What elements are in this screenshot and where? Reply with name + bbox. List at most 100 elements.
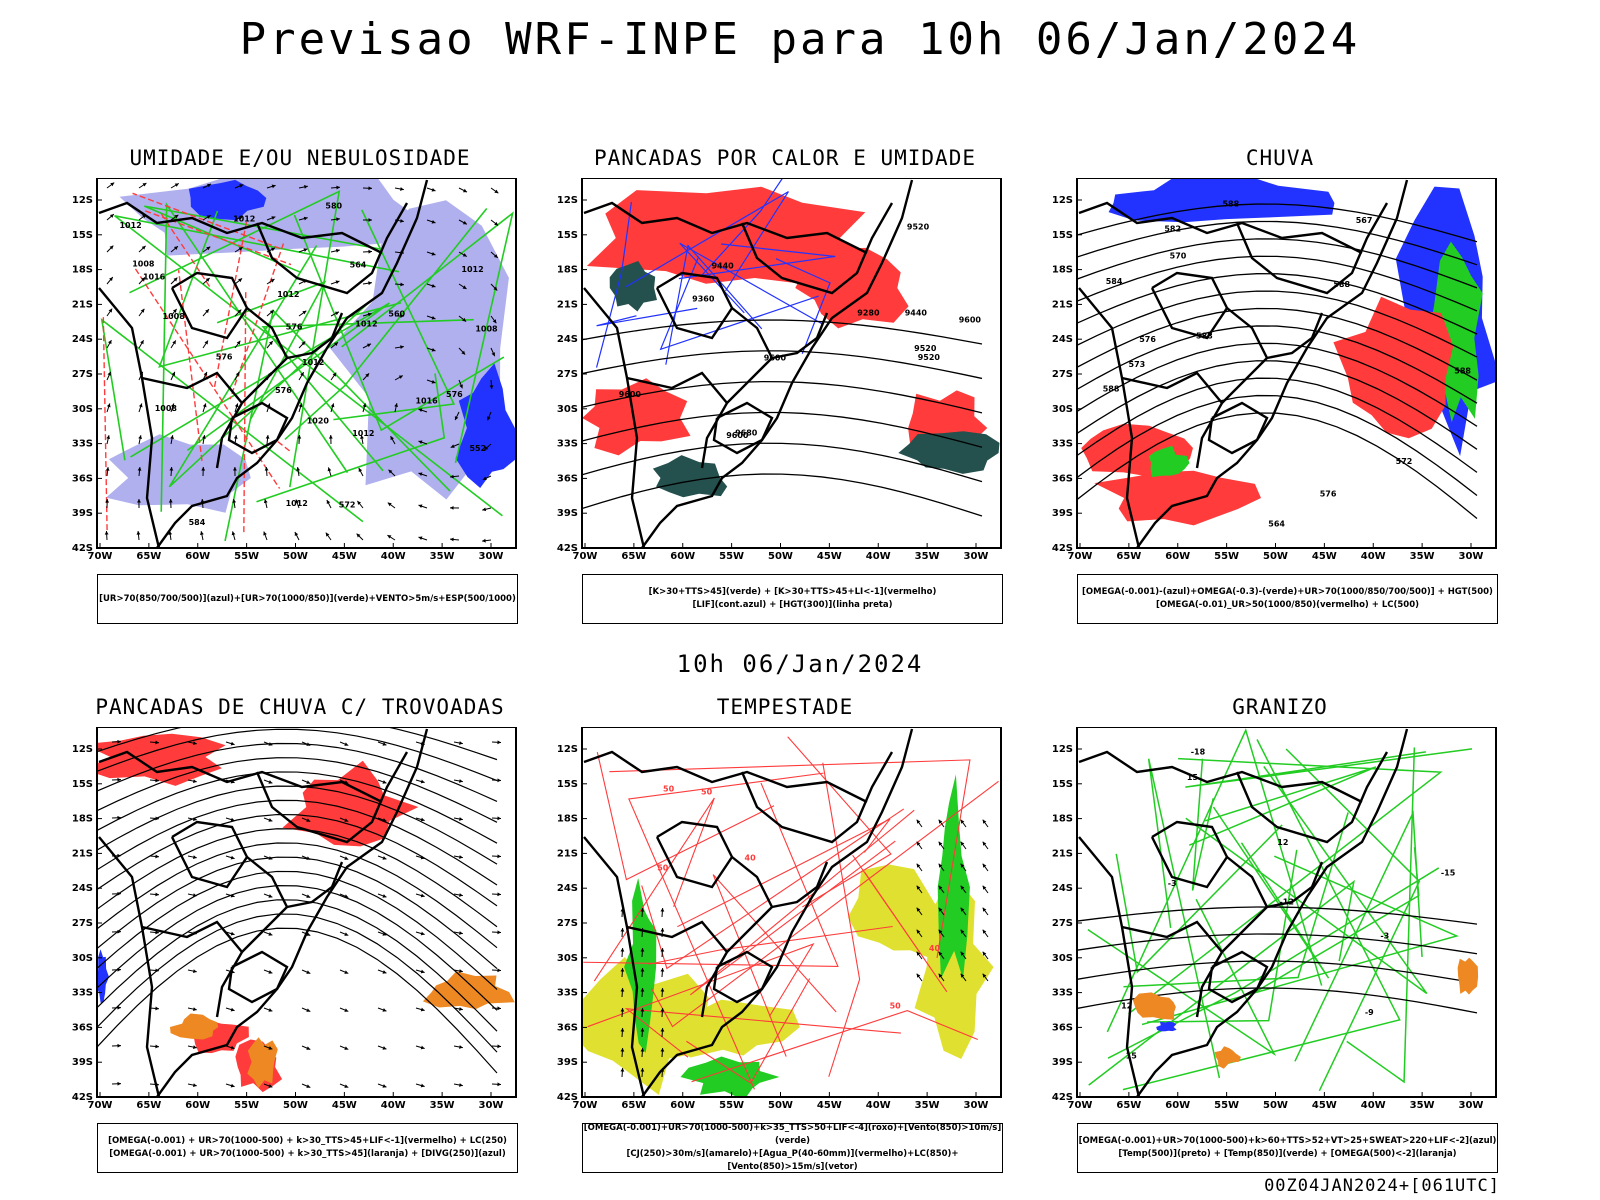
wind-arrowhead <box>268 932 273 936</box>
wind-arrowhead <box>174 183 179 187</box>
wind-arrowhead <box>982 863 987 868</box>
shaded-area <box>282 760 419 847</box>
contour-line <box>1077 220 1478 266</box>
lat-tick-label: 36S <box>557 473 578 484</box>
contour-line <box>582 381 983 414</box>
legend-line: [OMEGA(-0.001) + UR>70(1000-500) + k>30_… <box>108 1136 507 1146</box>
map-tempestade: 50 50 50 40 40 50 12S 15S 18S 21S 24S 27S 30S 33S 36S 3… <box>557 727 1002 1111</box>
wind-arrowhead <box>268 1046 273 1050</box>
lon-tick-label: 65W <box>136 551 161 562</box>
lat-tick-label: 30S <box>557 953 578 964</box>
contour-label: 50 <box>657 864 669 873</box>
contour-line <box>1077 273 1478 335</box>
wind-arrowhead <box>109 245 114 250</box>
legend-line: [UR>70(850/700/500)](azul)+[UR>70(1000/8… <box>99 593 516 604</box>
wind-arrowhead <box>336 185 340 190</box>
contour-label: 12 <box>1277 838 1288 847</box>
contour-line <box>1207 401 1269 455</box>
lat-tick-label: 15S <box>72 779 93 790</box>
wind-arrowhead <box>382 1046 387 1050</box>
contour-line <box>677 818 891 928</box>
wind-arrowhead <box>960 841 965 846</box>
contour-label: 576 <box>1320 489 1337 498</box>
wind-arrowhead <box>366 343 371 348</box>
lon-tick-label: 35W <box>915 1100 940 1111</box>
contour-line <box>587 943 815 1028</box>
contour-line <box>583 750 868 804</box>
contour-line <box>255 751 409 844</box>
wind-arrowhead <box>356 533 361 538</box>
wind-arrowhead <box>459 384 463 389</box>
lat-tick-label: 21S <box>1052 848 1073 859</box>
lat-tick-label: 27S <box>557 369 578 380</box>
contour-line <box>156 728 429 1097</box>
wind-arrowhead <box>232 499 237 503</box>
lon-tick-label: 70W <box>88 551 113 562</box>
wind-arrowhead <box>382 932 387 936</box>
lat-tick-label: 42S <box>1052 1092 1073 1103</box>
wind-arrowhead <box>335 280 340 285</box>
wind-arrowhead <box>192 855 197 859</box>
lat-tick-label: 24S <box>557 334 578 345</box>
lat-tick-label: 39S <box>1052 508 1073 519</box>
wind-arrowhead <box>459 741 463 745</box>
contour-line <box>1235 751 1389 844</box>
wind-arrowhead <box>620 968 625 972</box>
contour-line <box>582 411 983 448</box>
contour-label: 15 <box>1126 1052 1138 1061</box>
wind-arrowhead <box>302 310 307 315</box>
contour-label: 580 <box>325 202 342 211</box>
wind-arrowhead <box>420 1007 425 1012</box>
wind-arrowhead <box>200 531 204 536</box>
wind-arrowhead <box>155 968 159 973</box>
panel-title: PANCADAS POR CALOR E UMIDADE <box>593 146 976 170</box>
wind-arrowhead <box>233 435 238 439</box>
wind-arrowhead <box>105 499 110 503</box>
wind-arrowhead <box>170 435 174 439</box>
wind-arrowhead <box>117 929 121 934</box>
contour-line <box>1077 290 1478 358</box>
wind-arrowhead <box>137 499 141 503</box>
contour-label: 588 <box>1333 280 1350 289</box>
contour-line <box>97 728 498 782</box>
wind-arrowhead <box>497 740 501 745</box>
contour-line <box>215 307 289 469</box>
contour-line <box>822 762 861 1077</box>
lon-tick-label: 30W <box>964 551 989 562</box>
wind-arrowhead <box>916 863 921 868</box>
shaded-area <box>914 882 994 1059</box>
contour-label: 9360 <box>692 295 715 304</box>
contour-line <box>1123 812 1349 988</box>
lon-tick-label: 45W <box>817 1100 842 1111</box>
lon-tick-label: 45W <box>332 551 357 562</box>
contour-line <box>1078 836 1141 1097</box>
wind-arrowhead <box>265 435 270 439</box>
wind-arrowhead <box>236 340 241 345</box>
wind-arrowhead <box>660 988 665 992</box>
legend-line: [OMEGA(-0.001)+UR>70(1000-500)+k>60+TTS>… <box>1078 1136 1497 1146</box>
wind-arrowhead <box>388 469 393 474</box>
lat-tick-label: 24S <box>1052 334 1073 345</box>
contour-line <box>216 280 327 420</box>
lon-tick-label: 50W <box>768 1100 793 1111</box>
map-layers: 1012 1012 1008 1008 1012 1012 1012 1012 1012 1016… <box>97 178 516 548</box>
lat-tick-label: 33S <box>557 988 578 999</box>
contour-line <box>1106 728 1323 1033</box>
wind-arrowhead <box>269 310 274 314</box>
wind-arrowhead <box>358 468 363 473</box>
contour-line <box>97 799 498 886</box>
contour-line <box>1077 412 1478 520</box>
wind-arrowhead <box>491 352 496 357</box>
wind-arrowhead <box>136 531 141 535</box>
wind-arrowhead <box>268 970 273 974</box>
wind-arrowhead <box>235 371 240 376</box>
contour-line <box>97 927 498 1074</box>
wind-arrowhead <box>431 379 436 384</box>
contour-line <box>1188 766 1377 846</box>
wind-arrowhead <box>660 1028 665 1032</box>
contour-line <box>98 836 161 1097</box>
lon-tick-label: 60W <box>670 1100 695 1111</box>
lat-tick-label: 36S <box>72 1022 93 1033</box>
